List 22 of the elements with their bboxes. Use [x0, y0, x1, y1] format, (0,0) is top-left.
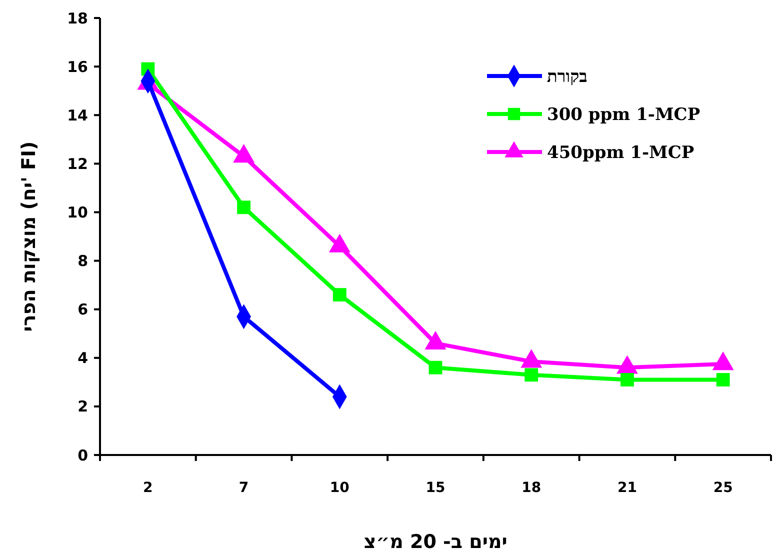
y-tick-label: 4 [78, 349, 88, 368]
legend-label: בקורת [547, 66, 588, 87]
y-tick-label: 2 [78, 398, 88, 416]
y-axis-title: מוצקות הפרי (יח' FI) [18, 141, 40, 332]
y-tick-label: 10 [67, 203, 88, 222]
y-tick-label: 6 [78, 300, 88, 319]
x-tick-label: 25 [713, 480, 733, 496]
legend-label: 450ppm 1-MCP [547, 142, 694, 163]
y-tick-label: 0 [78, 446, 88, 464]
y-tick-label: 18 [67, 9, 88, 28]
legend-label: 300 ppm 1-MCP [547, 104, 700, 125]
y-tick-label: 14 [67, 106, 88, 124]
y-tick-label: 12 [67, 154, 88, 173]
x-tick-label: 18 [522, 480, 542, 496]
x-tick-label: 10 [330, 480, 350, 496]
y-tick-label: 8 [78, 252, 88, 270]
x-tick-label: 21 [617, 480, 637, 496]
x-tick-label: 7 [238, 480, 249, 496]
y-tick-label: 16 [67, 58, 88, 76]
x-axis-title: ימים ב- 20 מ״צ [364, 531, 508, 553]
x-tick-label: 2 [143, 480, 153, 496]
x-tick-label: 15 [426, 480, 446, 496]
